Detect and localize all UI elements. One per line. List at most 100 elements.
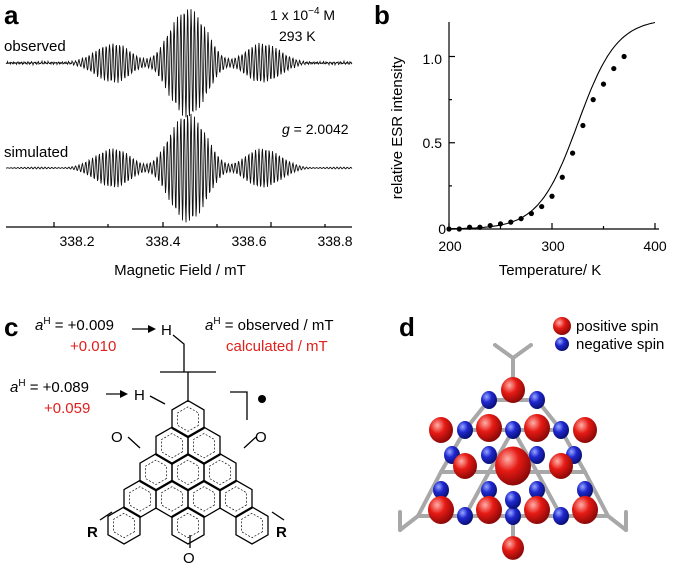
data-point bbox=[528, 210, 535, 217]
data-point bbox=[477, 224, 483, 230]
panel-d-label: d bbox=[399, 312, 415, 342]
substituent-r-right: R bbox=[276, 524, 287, 541]
a-x-ticks bbox=[53, 222, 326, 227]
data-point bbox=[487, 222, 493, 229]
b-xtick-label: 200 bbox=[438, 238, 462, 254]
frame-bond bbox=[511, 343, 533, 360]
b-ticks bbox=[448, 55, 656, 230]
top-coupling-calculated: +0.010 bbox=[70, 338, 116, 355]
mid-coupling-calculated: +0.059 bbox=[44, 400, 90, 417]
aromatic-ring bbox=[107, 506, 141, 545]
legend-positive: positive spin bbox=[576, 318, 659, 335]
substituent-r-left: R bbox=[87, 524, 98, 541]
frame-bond bbox=[416, 470, 443, 518]
aromatic-ring bbox=[171, 453, 205, 492]
simulated-label: simulated bbox=[4, 144, 68, 161]
mid-coupling-observed: aH = +0.089 bbox=[10, 378, 89, 396]
delocalized-bond bbox=[193, 433, 215, 459]
data-point bbox=[621, 53, 627, 60]
carbonyl-o-left: O bbox=[111, 429, 123, 446]
aromatic-ring bbox=[187, 479, 221, 519]
negative-spin-lobe bbox=[457, 507, 473, 525]
panel-a-label: a bbox=[4, 0, 19, 30]
r-bond bbox=[271, 511, 285, 521]
negative-spin-lobe bbox=[457, 421, 473, 439]
aromatic-ring bbox=[235, 506, 269, 545]
delocalized-bond bbox=[145, 459, 167, 485]
panel-d: d positive spin negative spin bbox=[398, 312, 664, 560]
frame-bond bbox=[606, 514, 628, 532]
b-xtick-label: 400 bbox=[643, 238, 667, 254]
data-point bbox=[580, 122, 586, 129]
carbonyl-bond bbox=[243, 436, 257, 449]
delocalized-bond bbox=[241, 512, 263, 539]
data-point bbox=[549, 193, 555, 199]
aromatic-ring bbox=[171, 399, 205, 439]
data-point bbox=[611, 65, 617, 72]
a-xtick-label: 338.8 bbox=[317, 233, 352, 249]
negative-spin-lobe bbox=[481, 446, 497, 464]
tert-butyl-group bbox=[149, 334, 216, 405]
b-ytick-label: 0 bbox=[438, 221, 446, 237]
panel-b: b relative ESR intensity 0 0.5 1.0 200 3… bbox=[374, 0, 667, 279]
carbonyl-o-bottom: O bbox=[183, 550, 195, 567]
legend-calculated: calculated / mT bbox=[226, 338, 328, 355]
radical-bracket bbox=[230, 391, 248, 420]
positive-spin-lobe bbox=[495, 446, 531, 486]
negative-spin-lobe bbox=[553, 507, 569, 525]
simulated-spectrum bbox=[5, 113, 353, 223]
legend-positive-sphere bbox=[553, 317, 571, 335]
a-xtick-label: 338.4 bbox=[145, 233, 180, 249]
aromatic-ring bbox=[139, 453, 173, 492]
atom-h-mid: H bbox=[134, 387, 145, 404]
negative-spin-lobe bbox=[577, 481, 593, 499]
data-point bbox=[508, 219, 514, 225]
g-value-label: g = 2.0042 bbox=[282, 121, 349, 137]
negative-spin-lobe bbox=[529, 391, 545, 409]
positive-spin-lobes bbox=[428, 377, 598, 560]
negative-spin-lobe bbox=[481, 481, 497, 499]
data-point bbox=[467, 224, 473, 230]
delocalized-bond bbox=[177, 512, 199, 539]
carbonyl-bond bbox=[127, 436, 141, 449]
positive-spin-lobe bbox=[453, 453, 477, 479]
radical-dot bbox=[258, 395, 266, 403]
panel-c: c aH = +0.009 +0.010 aH = +0.089 +0.059 … bbox=[4, 312, 334, 567]
delocalized-bond bbox=[225, 486, 247, 512]
positive-spin-lobe bbox=[429, 417, 453, 443]
frame-bond bbox=[398, 514, 420, 532]
negative-spin-lobe bbox=[529, 446, 545, 464]
arrows bbox=[106, 325, 156, 398]
data-point bbox=[600, 81, 607, 87]
negative-spin-lobe bbox=[481, 391, 497, 409]
data-points bbox=[446, 53, 627, 232]
b-ytick-label: 1.0 bbox=[423, 51, 443, 67]
data-point bbox=[590, 97, 596, 103]
aromatic-ring bbox=[187, 426, 221, 465]
data-point bbox=[539, 203, 545, 210]
legend-negative: negative spin bbox=[576, 336, 664, 353]
negative-spin-lobe bbox=[553, 421, 569, 439]
delocalized-bond bbox=[177, 459, 199, 485]
observed-spectrum bbox=[5, 9, 353, 118]
delocalized-bond bbox=[177, 406, 199, 432]
legend-negative-sphere bbox=[555, 337, 569, 351]
positive-spin-lobe bbox=[502, 536, 524, 560]
b-y-axis-title: relative ESR intensity bbox=[389, 56, 406, 199]
positive-spin-lobe bbox=[549, 453, 573, 479]
data-point bbox=[446, 226, 452, 232]
a-x-axis-title: Magnetic Field / mT bbox=[114, 262, 246, 279]
positive-spin-lobe bbox=[524, 495, 550, 525]
panel-a: a observed simulated 1 x 10−4 M 293 K g … bbox=[4, 0, 353, 279]
data-point bbox=[456, 226, 462, 232]
positive-spin-lobe bbox=[501, 377, 525, 403]
r-bond bbox=[99, 511, 113, 521]
delocalized-bond bbox=[193, 486, 215, 512]
negative-spin-lobe bbox=[505, 507, 521, 525]
positive-spin-lobe bbox=[476, 495, 502, 525]
frame-bond bbox=[583, 470, 610, 518]
a-xtick-label: 338.2 bbox=[59, 233, 94, 249]
aromatic-ring bbox=[171, 506, 205, 545]
carbonyl-o-right: O bbox=[255, 429, 267, 446]
panel-b-label: b bbox=[374, 0, 390, 30]
